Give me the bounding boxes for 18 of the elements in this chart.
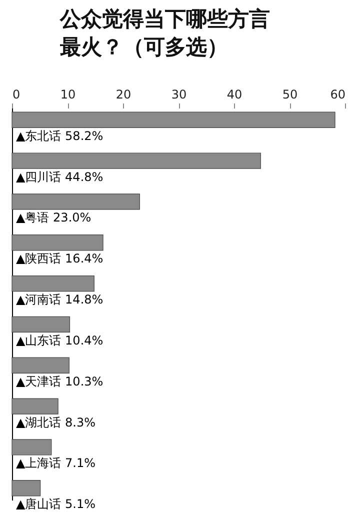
category-label: ▲河南话 14.8% xyxy=(16,292,104,307)
category-label: ▲粤语 23.0% xyxy=(16,210,92,225)
x-tick-label: 30 xyxy=(171,88,187,102)
category-label: ▲唐山话 5.1% xyxy=(16,497,96,512)
category-label: ▲天津话 10.3% xyxy=(16,374,104,388)
x-tick-label: 20 xyxy=(116,88,132,102)
x-tick-label: 40 xyxy=(226,88,242,102)
x-tick-label: 10 xyxy=(60,88,76,102)
x-tick-label: 60 xyxy=(330,88,346,102)
category-label: ▲东北话 58.2% xyxy=(16,128,104,143)
category-label: ▲湖北话 8.3% xyxy=(16,415,96,430)
x-tick-label: 0 xyxy=(12,88,20,102)
category-label: ▲山东话 10.4% xyxy=(16,333,104,348)
category-label: ▲上海话 7.1% xyxy=(16,456,96,470)
category-label: ▲陕西话 16.4% xyxy=(16,252,104,266)
chart-title: 公众觉得当下哪些方言最火？（可多选） xyxy=(59,7,270,59)
category-label: ▲四川话 44.8% xyxy=(16,170,104,184)
x-tick-label: 50 xyxy=(282,88,298,102)
